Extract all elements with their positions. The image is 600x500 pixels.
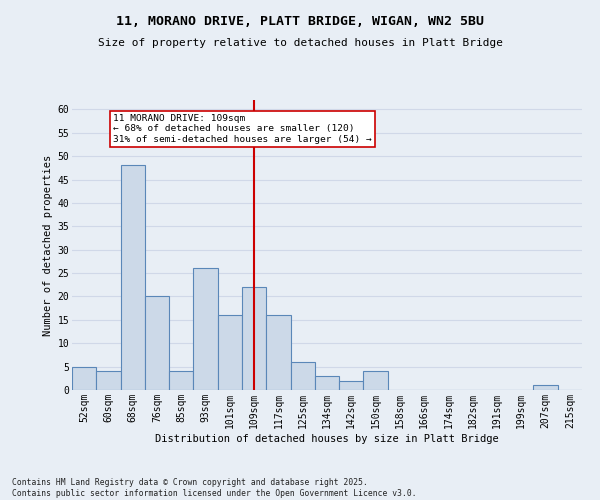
Bar: [339, 380, 364, 390]
Text: 11, MORANO DRIVE, PLATT BRIDGE, WIGAN, WN2 5BU: 11, MORANO DRIVE, PLATT BRIDGE, WIGAN, W…: [116, 15, 484, 28]
Bar: [96, 372, 121, 390]
Bar: [266, 315, 290, 390]
Bar: [72, 366, 96, 390]
Bar: [145, 296, 169, 390]
Y-axis label: Number of detached properties: Number of detached properties: [43, 154, 53, 336]
Text: Size of property relative to detached houses in Platt Bridge: Size of property relative to detached ho…: [97, 38, 503, 48]
X-axis label: Distribution of detached houses by size in Platt Bridge: Distribution of detached houses by size …: [155, 434, 499, 444]
Bar: [290, 362, 315, 390]
Bar: [193, 268, 218, 390]
Bar: [169, 372, 193, 390]
Bar: [121, 166, 145, 390]
Bar: [364, 372, 388, 390]
Bar: [315, 376, 339, 390]
Bar: [242, 287, 266, 390]
Bar: [533, 386, 558, 390]
Text: 11 MORANO DRIVE: 109sqm
← 68% of detached houses are smaller (120)
31% of semi-d: 11 MORANO DRIVE: 109sqm ← 68% of detache…: [113, 114, 372, 144]
Text: Contains HM Land Registry data © Crown copyright and database right 2025.
Contai: Contains HM Land Registry data © Crown c…: [12, 478, 416, 498]
Bar: [218, 315, 242, 390]
